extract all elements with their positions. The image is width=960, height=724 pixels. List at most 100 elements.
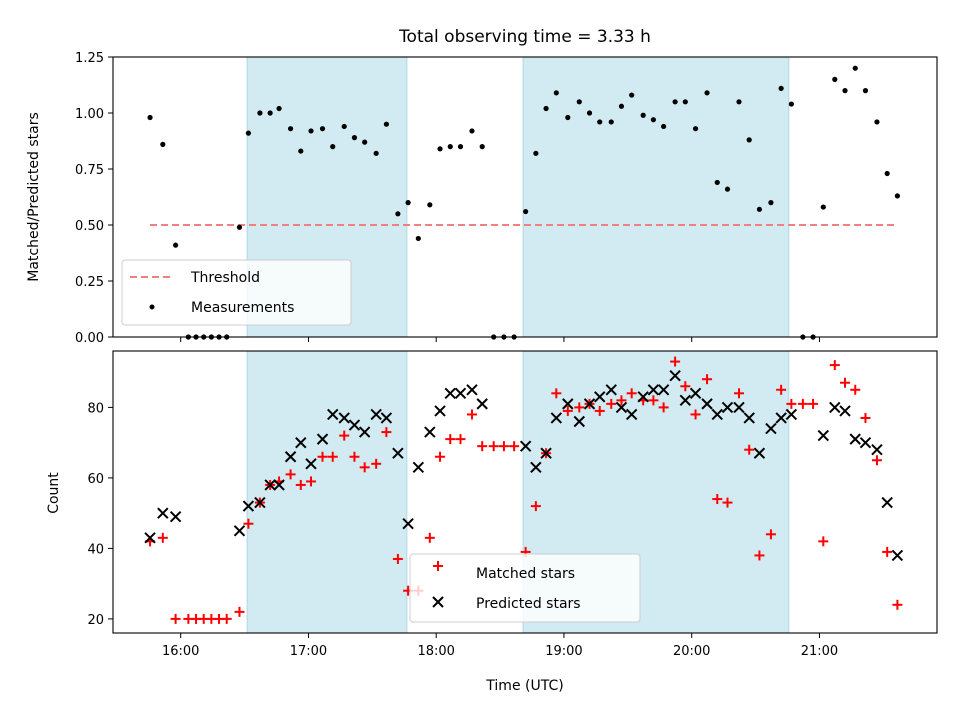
top-panel: 0.00 0.25 0.50 0.75 1.00 1.25 Matched/Predict…: [26, 51, 938, 346]
measurement-point: [884, 170, 890, 177]
chart-title: Total observing time = 3.33 h: [398, 27, 651, 47]
predicted-star-point: [284, 451, 297, 463]
measurement-point: [533, 150, 539, 156]
measurement-point: [788, 101, 794, 107]
measurement-point: [894, 193, 900, 199]
measurement-point: [298, 148, 304, 154]
predicted-star-point: [669, 369, 681, 382]
predicted-star-point: [839, 405, 851, 417]
predicted-star-point: [434, 405, 446, 417]
bottom-y-tick-label: 40: [87, 542, 104, 557]
predicted-star-point: [144, 532, 156, 544]
legend-threshold-label: Threshold: [190, 270, 260, 286]
predicted-star-point: [454, 387, 467, 400]
measurement-point: [147, 114, 153, 121]
measurement-point: [319, 126, 326, 132]
measurement-point: [276, 105, 282, 112]
matched-star-point: [339, 430, 350, 441]
measurement-point: [852, 65, 858, 71]
measurement-point: [842, 88, 848, 94]
legend-predicted-label: Predicted stars: [476, 596, 581, 612]
measurement-point: [597, 119, 603, 125]
predicted-star-point: [594, 391, 606, 403]
measurement-point: [236, 224, 243, 230]
matched-star-point: [574, 402, 585, 413]
predicted-star-point: [380, 412, 393, 424]
measurement-point: [427, 202, 433, 208]
bottom-legend: Matched stars Predicted stars: [409, 553, 641, 623]
matched-star-point: [349, 451, 360, 462]
matched-star-point: [170, 613, 181, 624]
top-y-tick-label: 0.50: [75, 219, 104, 234]
top-y-tick-label: 0.00: [75, 331, 104, 346]
predicted-star-point: [881, 496, 893, 509]
matched-star-point: [530, 501, 541, 512]
measurement-point: [672, 99, 678, 105]
matched-star-point: [551, 388, 562, 399]
observing-window-2: [522, 56, 790, 338]
matched-star-point: [754, 550, 765, 561]
predicted-star-point: [444, 387, 456, 400]
measurement-point: [469, 128, 475, 134]
measurement-point: [457, 144, 464, 150]
predicted-star-point: [157, 507, 169, 519]
measurement-point: [523, 208, 529, 215]
predicted-star-point: [583, 398, 596, 410]
bottom-y-tick-label: 60: [87, 472, 104, 487]
predicted-star-point: [476, 398, 488, 410]
predicted-star-point: [530, 461, 542, 474]
x-tick-label: 18:00: [417, 644, 454, 659]
matched-star-point: [234, 606, 245, 617]
predicted-star-point: [859, 436, 872, 449]
matched-star-point: [327, 451, 338, 462]
matched-star-point: [424, 532, 435, 543]
measurement-point: [257, 110, 263, 116]
matched-star-point: [797, 398, 808, 409]
matched-star-point: [285, 469, 296, 480]
predicted-star-point: [657, 384, 670, 396]
matched-star-point: [626, 388, 637, 399]
measurement-point: [820, 204, 826, 210]
predicted-star-point: [733, 401, 745, 414]
matched-star-point: [712, 494, 723, 505]
matched-star-point: [776, 384, 787, 395]
measurement-point: [415, 235, 421, 242]
matched-star-point: [606, 398, 617, 409]
legend-matched-swatch: [433, 561, 443, 571]
predicted-star-point: [370, 408, 382, 421]
predicted-star-point: [169, 510, 182, 523]
bottom-y-axis-label: Count: [46, 472, 62, 514]
measurement-point: [553, 90, 559, 96]
predicted-star-point: [871, 443, 883, 456]
measurement-point: [874, 119, 880, 125]
measurement-point: [479, 144, 485, 150]
matched-star-point: [744, 444, 755, 455]
measurement-point: [447, 144, 453, 150]
predicted-star-point: [540, 447, 552, 459]
matched-star-point: [488, 441, 499, 452]
measurement-point: [586, 110, 593, 116]
predicted-star-point: [721, 401, 734, 414]
predicted-star-point: [711, 408, 723, 421]
predicted-star-point: [273, 479, 285, 491]
predicted-star-point: [679, 394, 692, 407]
measurement-point: [640, 112, 646, 118]
measurement-point: [565, 114, 571, 121]
matched-star-point: [509, 441, 520, 452]
matched-star-point: [658, 402, 669, 413]
measurement-point: [768, 200, 774, 206]
predicted-star-point: [765, 422, 777, 435]
predicted-star-point: [689, 387, 702, 400]
measurement-point: [650, 117, 656, 123]
matched-star-point: [157, 532, 168, 543]
matched-star-point: [359, 462, 370, 473]
matched-star-point: [498, 441, 509, 452]
predicted-star-point: [392, 447, 404, 459]
matched-star-point: [808, 398, 819, 409]
matched-star-point: [786, 398, 797, 409]
matched-star-point: [466, 409, 477, 420]
matched-star-point: [860, 412, 871, 423]
predicted-star-point: [849, 433, 861, 445]
top-y-tick-label: 1.25: [75, 51, 104, 66]
measurement-point: [608, 119, 614, 125]
